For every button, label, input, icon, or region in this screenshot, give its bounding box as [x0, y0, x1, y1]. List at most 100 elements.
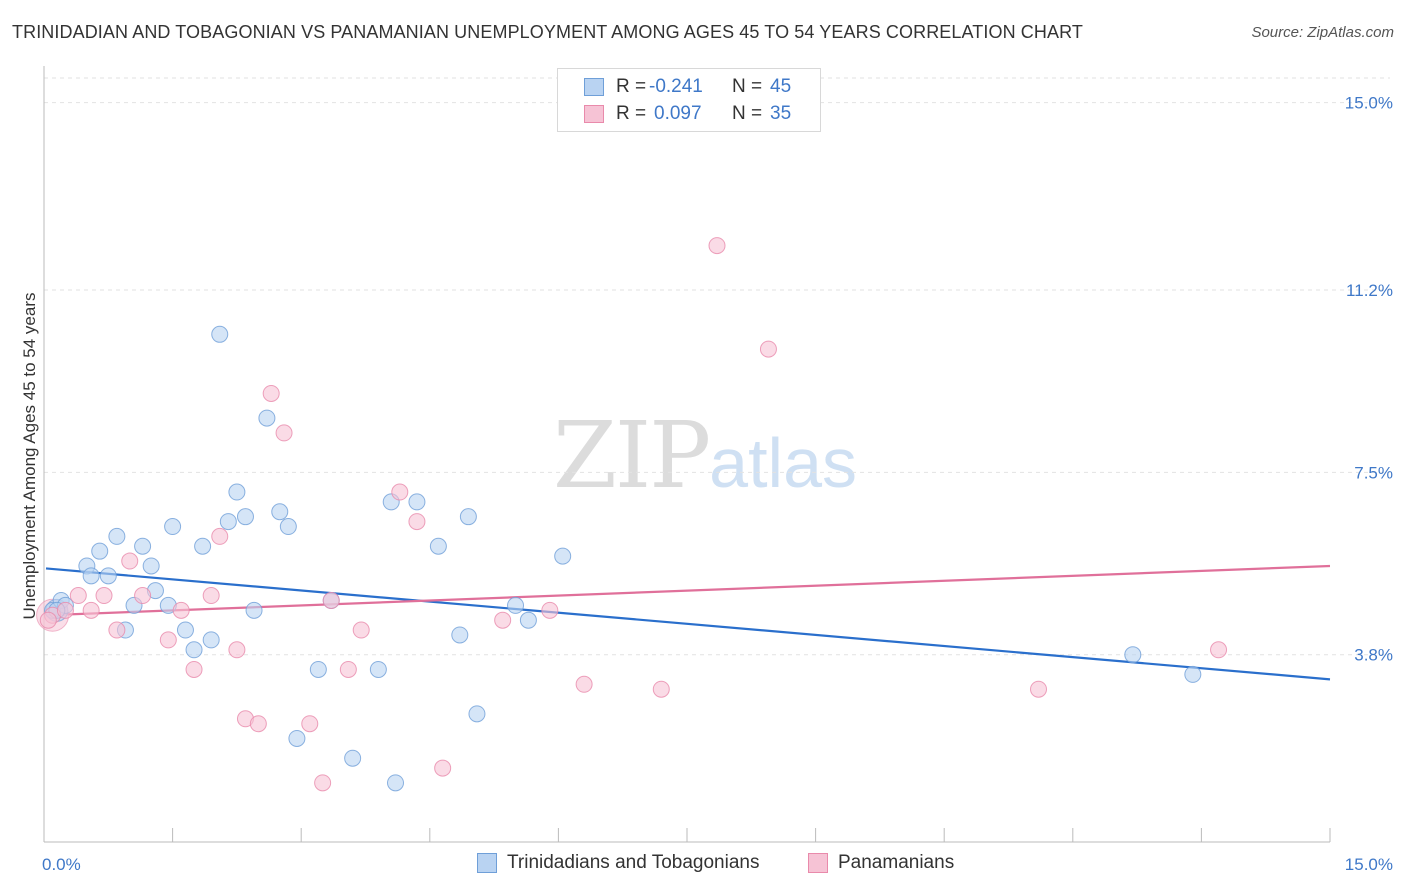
n-label: N = — [732, 103, 763, 124]
pink-point — [322, 591, 340, 609]
y-tick-label: 15.0% — [1345, 94, 1393, 113]
pink-point — [56, 601, 74, 619]
blue-point — [507, 596, 525, 614]
blue-point — [279, 518, 297, 536]
blue-point — [82, 567, 100, 585]
blue-swatch-icon — [477, 853, 497, 873]
pink-point — [541, 601, 559, 619]
r-value: 0.097 — [654, 103, 702, 124]
blue-point — [194, 537, 212, 555]
blue-point — [258, 409, 276, 427]
pink-point — [134, 587, 152, 605]
blue-point — [108, 527, 126, 545]
blue-point — [185, 641, 203, 659]
r-value: -0.241 — [649, 76, 703, 97]
blue-point — [369, 660, 387, 678]
blue-point — [219, 513, 237, 531]
blue-point — [1184, 665, 1202, 683]
blue-point — [429, 537, 447, 555]
pink-point — [1030, 680, 1048, 698]
pink-point — [82, 601, 100, 619]
blue-point — [554, 547, 572, 565]
blue-point — [236, 508, 254, 526]
pink-point — [249, 715, 267, 733]
pink-point — [391, 483, 409, 501]
y-tick-label: 7.5% — [1354, 463, 1393, 482]
pink-point — [434, 759, 452, 777]
pink-point — [262, 384, 280, 402]
blue-point — [468, 705, 486, 723]
y-tick-label: 11.2% — [1346, 281, 1393, 300]
pink-trend-line — [45, 564, 1331, 617]
r-label: R = — [616, 76, 647, 97]
blue-point — [451, 626, 469, 644]
legend-item-panamanians[interactable]: Panamanians — [808, 852, 954, 874]
blue-trend-line — [45, 567, 1331, 681]
x-tick-label: 0.0% — [42, 855, 81, 874]
blue-point — [408, 493, 426, 511]
blue-point — [211, 325, 229, 343]
pink-point — [95, 587, 113, 605]
pink-point — [301, 715, 319, 733]
pink-point — [69, 587, 87, 605]
legend-label: Trinidadians and Tobagonians — [507, 852, 760, 873]
pink-point — [759, 340, 777, 358]
blue-point — [202, 631, 220, 649]
blue-point — [176, 621, 194, 639]
pink-point — [708, 237, 726, 255]
pink-point — [185, 660, 203, 678]
pink-point — [108, 621, 126, 639]
blue-point — [164, 518, 182, 536]
blue-point — [288, 729, 306, 747]
pink-point — [408, 513, 426, 531]
blue-point — [309, 660, 327, 678]
pink-point — [652, 680, 670, 698]
pink-point — [352, 621, 370, 639]
watermark-zip: ZIP — [553, 402, 711, 509]
x-tick-label: 15.0% — [1345, 855, 1393, 874]
blue-point — [99, 567, 117, 585]
pink-point — [228, 641, 246, 659]
pink-point — [575, 675, 593, 693]
blue-point — [387, 774, 405, 792]
blue-point — [271, 503, 289, 521]
pink-swatch-icon — [808, 853, 828, 873]
pink-point — [1210, 641, 1228, 659]
stats-row-blue: R = -0.241 N = 45 — [558, 74, 820, 100]
blue-point — [228, 483, 246, 501]
pink-point — [121, 552, 139, 570]
blue-point — [519, 611, 537, 629]
r-label: R = — [616, 103, 647, 124]
blue-swatch-icon — [584, 78, 604, 96]
legend-item-trinidadians[interactable]: Trinidadians and Tobagonians — [477, 852, 759, 874]
watermark: ZIPatlas — [553, 402, 857, 509]
blue-point — [91, 542, 109, 560]
y-tick-label: 3.8% — [1354, 646, 1393, 665]
source-label: Source: ZipAtlas.com — [1251, 24, 1394, 41]
blue-point — [134, 537, 152, 555]
pink-point — [275, 424, 293, 442]
blue-point — [142, 557, 160, 575]
n-value: 35 — [770, 103, 792, 124]
blue-point — [1124, 646, 1142, 664]
blue-point — [245, 601, 263, 619]
n-label: N = — [732, 76, 763, 97]
n-value: 45 — [770, 76, 792, 97]
pink-point — [172, 601, 190, 619]
pink-point — [211, 527, 229, 545]
chart-title: TRINIDADIAN AND TOBAGONIAN VS PANAMANIAN… — [12, 22, 1083, 42]
blue-point — [344, 749, 362, 767]
pink-point — [202, 587, 220, 605]
pink-point — [159, 631, 177, 649]
legend-label: Panamanians — [838, 852, 955, 873]
pink-swatch-icon — [584, 105, 604, 123]
pink-point — [39, 611, 57, 629]
stats-box: R = -0.241 N = 45 R = 0.097 N = 35 — [557, 68, 821, 132]
pink-point — [314, 774, 332, 792]
pink-point — [494, 611, 512, 629]
blue-point — [459, 508, 477, 526]
pink-point — [339, 660, 357, 678]
watermark-atlas: atlas — [709, 424, 858, 502]
stats-row-pink: R = 0.097 N = 35 — [558, 101, 820, 127]
